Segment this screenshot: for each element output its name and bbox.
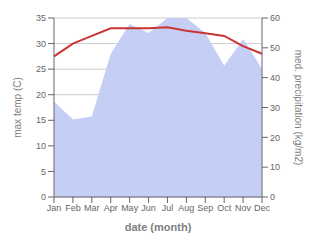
svg-text:Apr: Apr xyxy=(104,203,118,213)
svg-text:10: 10 xyxy=(270,162,280,172)
svg-text:Sep: Sep xyxy=(197,203,213,213)
svg-text:0: 0 xyxy=(41,192,46,202)
svg-text:Nov: Nov xyxy=(235,203,252,213)
svg-text:Jan: Jan xyxy=(47,203,62,213)
svg-text:5: 5 xyxy=(41,167,46,177)
svg-text:25: 25 xyxy=(36,64,46,74)
svg-text:max temp (C): max temp (C) xyxy=(12,77,23,138)
svg-text:0: 0 xyxy=(270,192,275,202)
svg-text:60: 60 xyxy=(270,13,280,23)
svg-text:May: May xyxy=(121,203,139,213)
svg-text:Oct: Oct xyxy=(217,203,232,213)
svg-text:20: 20 xyxy=(270,133,280,143)
svg-text:Dec: Dec xyxy=(254,203,271,213)
svg-text:35: 35 xyxy=(36,13,46,23)
svg-text:Aug: Aug xyxy=(178,203,194,213)
svg-text:Mar: Mar xyxy=(84,203,100,213)
svg-text:30: 30 xyxy=(270,103,280,113)
svg-text:40: 40 xyxy=(270,73,280,83)
svg-text:Jun: Jun xyxy=(141,203,156,213)
svg-text:50: 50 xyxy=(270,43,280,53)
svg-text:med. precipitation (kg/m2): med. precipitation (kg/m2) xyxy=(293,50,304,166)
svg-text:Jul: Jul xyxy=(162,203,174,213)
svg-text:10: 10 xyxy=(36,141,46,151)
svg-text:20: 20 xyxy=(36,90,46,100)
svg-text:30: 30 xyxy=(36,39,46,49)
svg-text:date (month): date (month) xyxy=(125,221,192,233)
svg-text:Feb: Feb xyxy=(65,203,81,213)
svg-text:15: 15 xyxy=(36,115,46,125)
